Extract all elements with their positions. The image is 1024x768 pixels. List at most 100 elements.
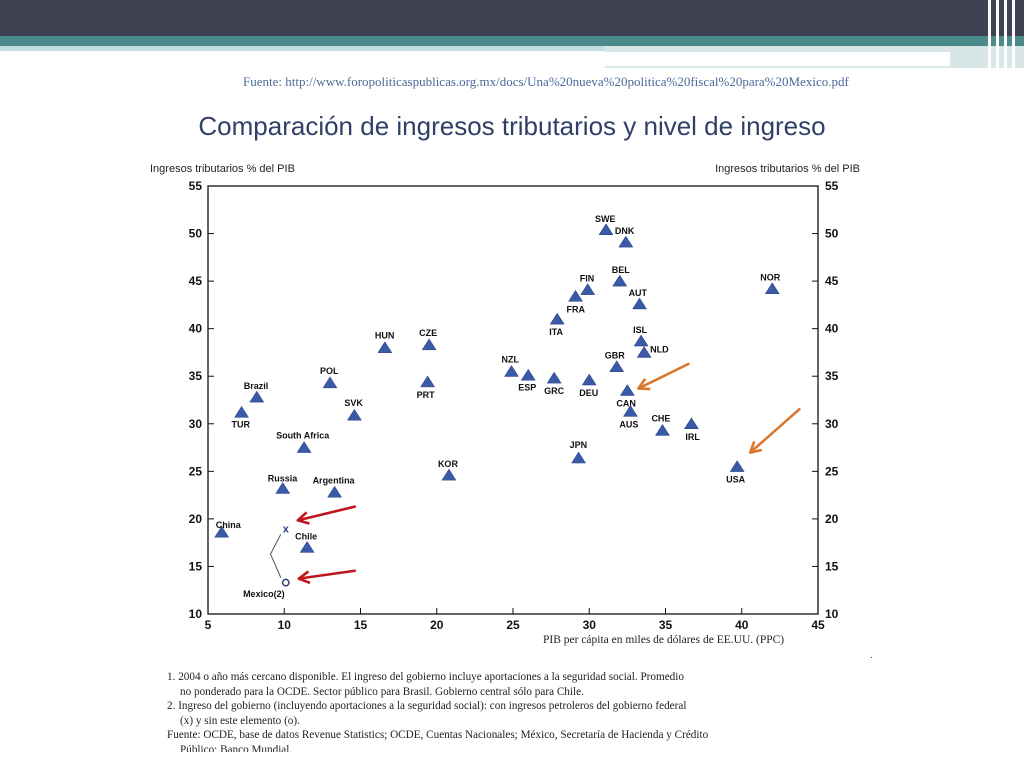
arrow-can-head: [637, 377, 651, 391]
point-label: AUS: [619, 419, 638, 429]
point-label: CZE: [419, 328, 437, 338]
x-tick-label: 30: [583, 618, 597, 632]
point-label: Chile: [295, 531, 317, 541]
data-point: [619, 384, 635, 396]
x-tick-label: 20: [430, 618, 444, 632]
data-point: [377, 341, 393, 353]
point-label: GRC: [544, 386, 565, 396]
x-tick-label: 5: [205, 618, 212, 632]
note-line: 2. Ingreso del gobierno (incluyendo apor…: [167, 700, 687, 712]
data-point: [571, 451, 587, 464]
y-tick-label-left: 25: [189, 464, 203, 478]
data-point: [299, 540, 315, 553]
y-tick-label-left: 10: [189, 607, 203, 621]
data-point: [622, 404, 638, 417]
point-label: BEL: [612, 265, 631, 275]
x-tick-label: 45: [811, 618, 825, 632]
arrow-usa-head: [748, 440, 763, 454]
y-tick-label-right: 30: [825, 417, 839, 431]
data-point: [421, 338, 437, 351]
point-label: HUN: [375, 331, 395, 341]
data-point: [764, 282, 780, 294]
point-label: Brazil: [244, 381, 269, 391]
chart-notes: 1. 2004 o año más cercano disponible. El…: [167, 670, 877, 752]
point-label: AUT: [629, 288, 648, 298]
teal-banner: [0, 36, 1024, 46]
data-point: [249, 390, 265, 403]
y-tick-label-left: 40: [189, 322, 203, 336]
data-point: [612, 274, 628, 287]
point-label: POL: [320, 366, 339, 376]
point-label: ESP: [518, 382, 536, 392]
mexico-bracket: [269, 534, 282, 578]
data-point: [420, 375, 436, 388]
point-label: NLD: [650, 344, 669, 354]
x-tick-label: 35: [659, 618, 673, 632]
point-label: ITA: [549, 327, 563, 337]
data-point: [581, 373, 597, 386]
data-point: [568, 289, 583, 302]
point-label: DEU: [579, 388, 598, 398]
note-line: Fuente: OCDE, base de datos Revenue Stat…: [167, 729, 709, 741]
stray-dot: .: [870, 650, 873, 661]
x-tick-label: 10: [278, 618, 292, 632]
y-tick-label-right: 35: [825, 369, 839, 383]
banner-white-box: [605, 52, 950, 66]
data-point: [580, 283, 596, 295]
data-point: [729, 460, 745, 472]
data-point: [504, 365, 519, 377]
data-point: [275, 481, 291, 494]
y-tick-label-left: 50: [189, 227, 203, 241]
y-tick-label-left: 45: [189, 274, 203, 288]
slide-title: Comparación de ingresos tributarios y ni…: [198, 111, 826, 141]
y-tick-label-right: 15: [825, 559, 839, 573]
note-line: no ponderado para la OCDE. Sector públic…: [180, 685, 584, 698]
data-point: [546, 371, 562, 384]
point-label: GBR: [605, 351, 626, 361]
data-point: [346, 408, 362, 421]
y-tick-label-left: 30: [189, 417, 203, 431]
y-tick-label-right: 50: [825, 227, 839, 241]
note-line: 1. 2004 o año más cercano disponible. El…: [167, 671, 684, 683]
y-tick-label-right: 20: [825, 512, 839, 526]
arrow-mexico-o: [298, 569, 356, 580]
point-label: NZL: [501, 354, 519, 364]
y-tick-label-right: 25: [825, 464, 839, 478]
y-tick-label-right: 40: [825, 322, 839, 336]
data-point: [327, 485, 343, 498]
data-point: [234, 405, 250, 418]
data-point: [296, 441, 312, 453]
x-tick-label: 15: [354, 618, 368, 632]
arrow-mexico-x-head: [296, 511, 310, 525]
data-point: [636, 345, 652, 358]
y-axis-title-right: Ingresos tributarios % del PIB: [715, 163, 860, 175]
y-tick-label-left: 15: [189, 559, 203, 573]
y-tick-label-left: 20: [189, 512, 203, 526]
data-point: [609, 360, 625, 372]
data-point: [618, 235, 634, 248]
plot-frame: [207, 185, 819, 615]
data-point: [441, 468, 457, 481]
point-label: SWE: [595, 214, 616, 224]
point-label: DNK: [615, 226, 635, 236]
data-point: [549, 312, 565, 325]
point-label: South Africa: [276, 431, 330, 441]
banner-stripes: [984, 0, 1024, 70]
y-tick-label-left: 35: [189, 369, 203, 383]
y-tick-label-right: 10: [825, 607, 839, 621]
note-line: Público; Banco Mundial.: [180, 743, 293, 753]
data-point: [214, 525, 230, 538]
light-banner-left: [0, 46, 605, 51]
point-label: FIN: [580, 274, 595, 284]
note-line: (x) y sin este elemento (o).: [180, 714, 300, 727]
arrow-can: [637, 362, 690, 390]
source-citation: Fuente: http://www.foropoliticaspublicas…: [243, 74, 849, 89]
data-point: [632, 297, 648, 310]
mexico-o-marker: [281, 578, 290, 587]
data-point: [322, 376, 338, 389]
point-label: IRL: [685, 432, 700, 442]
point-label: China: [216, 520, 242, 530]
y-tick-label-right: 45: [825, 274, 839, 288]
y-axis-title-left: Ingresos tributarios % del PIB: [150, 163, 295, 175]
